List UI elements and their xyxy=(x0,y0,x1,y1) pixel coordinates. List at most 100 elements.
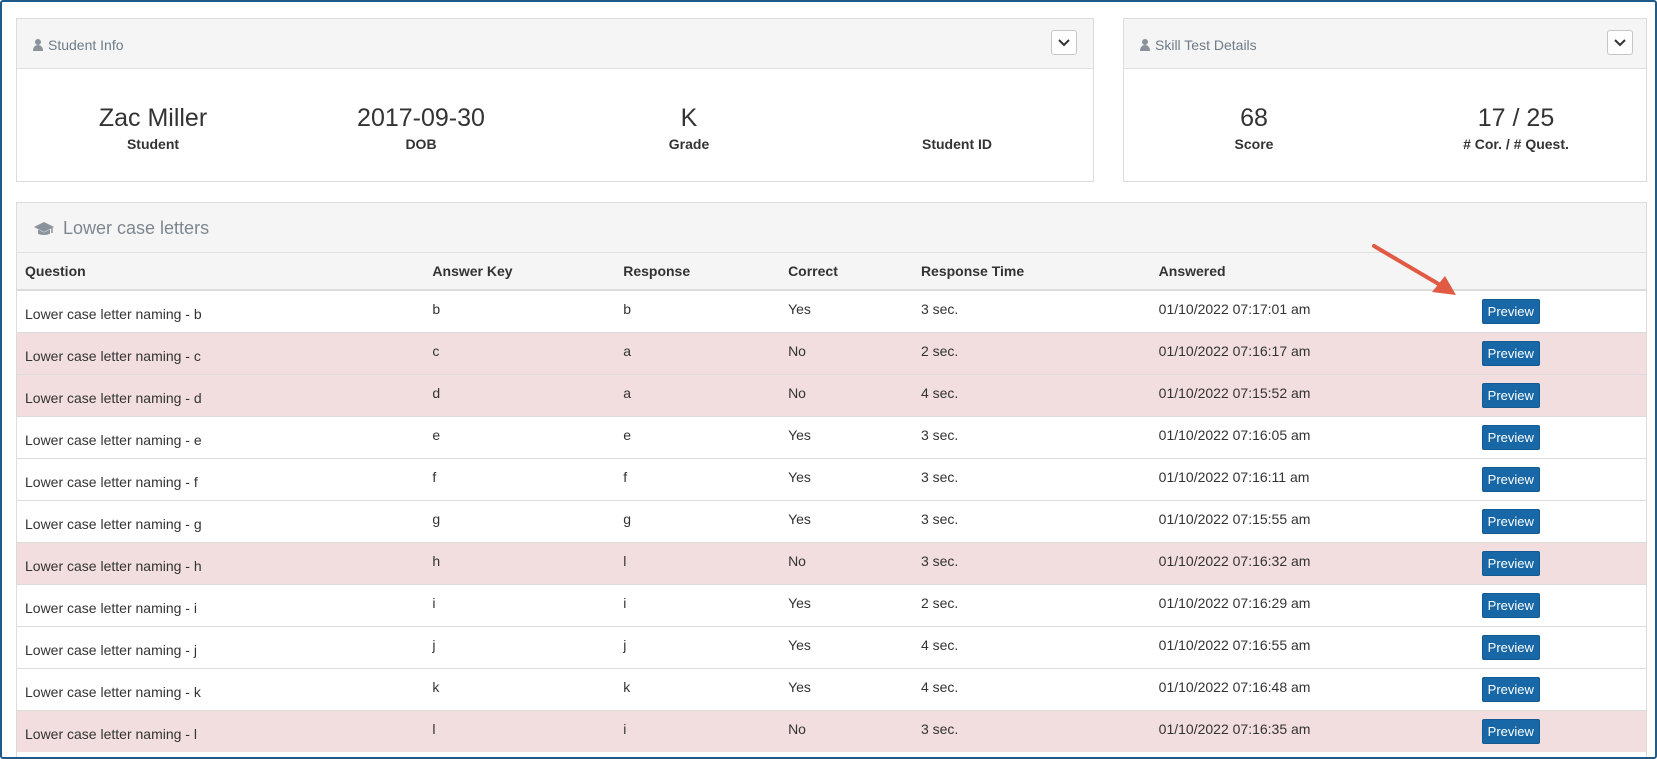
table-row: Lower case letter naming - b b b Yes 3 sec. 0… xyxy=(17,289,1646,332)
response-cell: i xyxy=(615,709,781,752)
answer-key-cell: f xyxy=(424,457,616,500)
response-time-cell: 2 sec. xyxy=(912,331,1151,374)
table-row: Lower case letter naming - j j j Yes 4 sec. 0… xyxy=(17,625,1646,668)
question-cell: Lower case letter naming - k xyxy=(17,667,425,710)
col-response-time: Response Time xyxy=(912,253,1151,291)
question-cell: Lower case letter naming - j xyxy=(17,625,425,668)
dob-label: DOB xyxy=(405,136,437,152)
correct-cell: No xyxy=(780,373,913,416)
question-cell: Lower case letter naming - i xyxy=(17,583,425,626)
table-row: Lower case letter naming - c c a No 2 sec. 01… xyxy=(17,331,1646,374)
response-cell: b xyxy=(615,289,781,332)
preview-button[interactable]: Preview xyxy=(1481,634,1540,660)
response-time-cell: 4 sec. xyxy=(912,667,1151,710)
response-time-cell: 4 sec. xyxy=(912,625,1151,668)
skill-test-title-text: Skill Test Details xyxy=(1155,37,1257,53)
answer-key-cell: b xyxy=(424,289,616,332)
table-row: Lower case letter naming - h h l No 3 sec. 01… xyxy=(17,541,1646,584)
preview-button[interactable]: Preview xyxy=(1481,382,1540,408)
correct-count-value: 17 / 25 xyxy=(1477,104,1555,132)
preview-button[interactable]: Preview xyxy=(1481,299,1540,324)
grade-label: Grade xyxy=(668,136,710,152)
answer-key-cell: i xyxy=(424,583,616,626)
correct-count-stat: 17 / 25 # Cor. / # Quest. xyxy=(1416,102,1616,152)
answered-cell: 01/10/2022 07:16:17 am Preview xyxy=(1150,331,1646,374)
answer-key-cell: d xyxy=(424,373,616,416)
preview-button[interactable]: Preview xyxy=(1481,676,1540,702)
response-time-cell: 4 sec. xyxy=(912,373,1151,416)
preview-button[interactable]: Preview xyxy=(1481,592,1540,618)
score-label: Score xyxy=(1234,136,1274,152)
results-title-text: Lower case letters xyxy=(63,218,210,238)
response-time-cell: 3 sec. xyxy=(912,499,1151,542)
graduation-cap-icon xyxy=(34,221,54,235)
col-answer-key: Answer Key xyxy=(424,253,616,291)
answered-cell: 01/10/2022 07:16:48 am Preview xyxy=(1150,667,1646,710)
answered-cell: 01/10/2022 07:16:11 am Preview xyxy=(1150,457,1646,500)
skill-test-header: Skill Test Details xyxy=(1124,19,1646,69)
user-icon xyxy=(33,39,43,51)
correct-cell: No xyxy=(780,709,913,752)
question-cell: Lower case letter naming - g xyxy=(17,499,425,542)
response-time-cell: 3 sec. xyxy=(912,541,1151,584)
table-row: Lower case letter naming - i i i Yes 2 sec. 0… xyxy=(17,583,1646,626)
chevron-down-icon xyxy=(1614,38,1626,46)
student-name-stat: Zac Miller Student xyxy=(53,102,253,152)
response-cell: e xyxy=(615,415,781,458)
answer-key-cell: l xyxy=(424,709,616,752)
response-cell: a xyxy=(615,331,781,374)
skill-test-collapse-button[interactable] xyxy=(1607,30,1633,55)
student-info-panel: Student Info Zac Miller Student 2017-09-… xyxy=(16,18,1094,182)
answer-key-cell: c xyxy=(424,331,616,374)
results-header: Lower case letters xyxy=(17,203,1646,253)
table-row: Lower case letter naming - f f f Yes 3 sec. 0… xyxy=(17,457,1646,500)
col-question: Question xyxy=(17,253,425,291)
answered-cell: 01/10/2022 07:17:01 am Preview xyxy=(1150,289,1646,332)
question-cell: Lower case letter naming - b xyxy=(17,289,425,332)
question-cell: Lower case letter naming - l xyxy=(17,709,425,752)
student-info-collapse-button[interactable] xyxy=(1051,30,1077,55)
results-table-body: Lower case letter naming - b b b Yes 3 sec. 0… xyxy=(17,289,1646,752)
correct-cell: Yes xyxy=(780,667,913,710)
col-correct: Correct xyxy=(780,253,913,291)
student-id-label: Student ID xyxy=(922,136,992,152)
preview-button[interactable]: Preview xyxy=(1481,718,1540,744)
header-row: Question Answer Key Response Correct Res… xyxy=(17,253,1646,291)
answer-key-cell: g xyxy=(424,499,616,542)
preview-button[interactable]: Preview xyxy=(1481,424,1540,450)
response-cell: j xyxy=(615,625,781,668)
dob-value: 2017-09-30 xyxy=(357,104,485,132)
results-table-head: Question Answer Key Response Correct Res… xyxy=(17,253,1646,291)
answered-cell: 01/10/2022 07:16:05 am Preview xyxy=(1150,415,1646,458)
table-row: Lower case letter naming - e e e Yes 3 sec. 0… xyxy=(17,415,1646,458)
answer-key-cell: h xyxy=(424,541,616,584)
student-name-label: Student xyxy=(126,136,180,152)
table-row: Lower case letter naming - d d a No 4 sec. 01… xyxy=(17,373,1646,416)
grade-value: K xyxy=(680,104,698,132)
col-answered: Answered xyxy=(1150,253,1646,291)
response-cell: g xyxy=(615,499,781,542)
preview-button[interactable]: Preview xyxy=(1481,508,1540,534)
correct-cell: Yes xyxy=(780,583,913,626)
preview-button[interactable]: Preview xyxy=(1481,550,1540,576)
user-icon xyxy=(1140,39,1150,51)
question-cell: Lower case letter naming - c xyxy=(17,331,425,374)
response-time-cell: 3 sec. xyxy=(912,415,1151,458)
correct-cell: Yes xyxy=(780,415,913,458)
preview-button[interactable]: Preview xyxy=(1481,340,1540,366)
student-info-header: Student Info xyxy=(17,19,1093,69)
answered-cell: 01/10/2022 07:16:35 am Preview xyxy=(1150,709,1646,752)
col-response: Response xyxy=(615,253,781,291)
correct-cell: Yes xyxy=(780,289,913,332)
correct-cell: Yes xyxy=(780,625,913,668)
table-row: Lower case letter naming - k k k Yes 4 sec. 0… xyxy=(17,667,1646,710)
response-time-cell: 2 sec. xyxy=(912,583,1151,626)
dob-stat: 2017-09-30 DOB xyxy=(321,102,521,152)
response-time-cell: 3 sec. xyxy=(912,457,1151,500)
skill-test-title: Skill Test Details xyxy=(1140,37,1257,53)
answered-cell: 01/10/2022 07:16:29 am Preview xyxy=(1150,583,1646,626)
preview-button[interactable]: Preview xyxy=(1481,466,1540,492)
response-time-cell: 3 sec. xyxy=(912,709,1151,752)
answer-key-cell: e xyxy=(424,415,616,458)
response-cell: a xyxy=(615,373,781,416)
